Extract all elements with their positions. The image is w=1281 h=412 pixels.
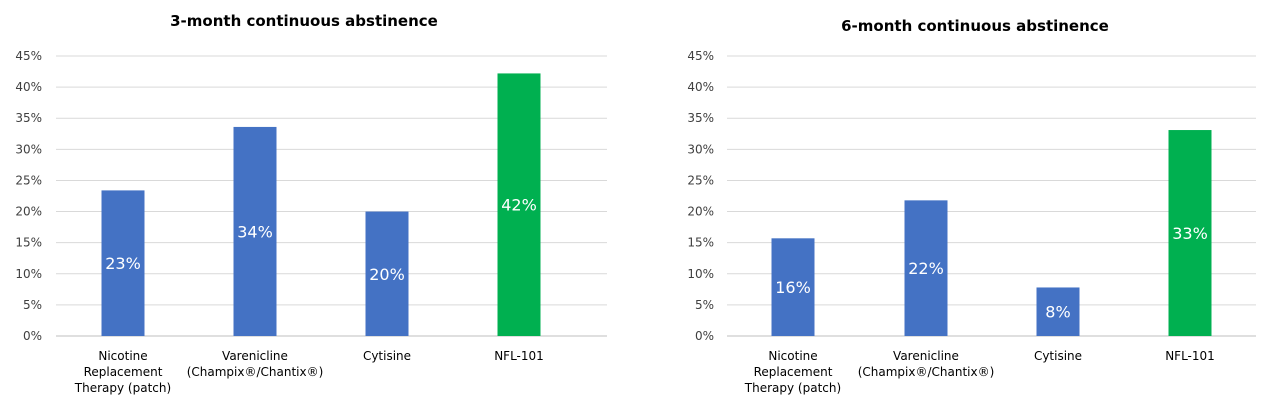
y-tick-label: 30% (15, 142, 42, 156)
x-category-label: Therapy (patch) (74, 381, 171, 395)
x-category-label: Replacement (754, 365, 833, 379)
y-tick-label: 25% (687, 173, 714, 187)
y-tick-label: 5% (695, 298, 714, 312)
bar (904, 200, 948, 336)
chart-6-month: 6-month continuous abstinence 0% 5% 10% 15% 2… (687, 17, 1256, 395)
y-tick-label: 10% (15, 267, 42, 281)
bar (1168, 130, 1212, 336)
data-label: 16% (775, 278, 811, 297)
x-category-label: NFL-101 (494, 349, 544, 363)
x-category-label: Therapy (patch) (744, 381, 841, 395)
y-tick-label: 25% (15, 173, 42, 187)
y-tick-label: 40% (687, 80, 714, 94)
data-label: 8% (1045, 303, 1070, 322)
x-category-label: Replacement (84, 365, 163, 379)
data-label: 33% (1172, 224, 1208, 243)
y-tick-label: 40% (15, 80, 42, 94)
bar (771, 238, 815, 336)
data-label: 34% (237, 222, 273, 241)
x-category-label: Cytisine (363, 349, 411, 363)
data-label: 22% (908, 259, 944, 278)
x-category-label: Varenicline (893, 349, 959, 363)
y-tick-label: 0% (695, 329, 714, 343)
bar (101, 190, 145, 336)
y-tick-label: 0% (23, 329, 42, 343)
chart-title: 6-month continuous abstinence (841, 17, 1109, 35)
x-category-label: Nicotine (768, 349, 817, 363)
x-category-label: (Champix®/Chantix®) (187, 365, 324, 379)
x-category-label: Varenicline (222, 349, 288, 363)
x-category-label: Nicotine (98, 349, 147, 363)
y-tick-label: 20% (687, 205, 714, 219)
bar (1036, 287, 1080, 336)
y-tick-label: 30% (687, 142, 714, 156)
data-label: 23% (105, 254, 141, 273)
x-category-label: NFL-101 (1165, 349, 1215, 363)
bar (365, 211, 409, 336)
chart-3-month: 3-month continuous abstinence 0% 5% 10% 15% 2… (15, 12, 607, 395)
x-category-label: Cytisine (1034, 349, 1082, 363)
bar (233, 126, 277, 336)
bar (497, 73, 541, 336)
y-tick-label: 35% (15, 111, 42, 125)
x-category-label: (Champix®/Chantix®) (858, 365, 995, 379)
y-tick-label: 10% (687, 267, 714, 281)
chart-title: 3-month continuous abstinence (170, 12, 438, 30)
y-tick-label: 35% (687, 111, 714, 125)
y-tick-label: 15% (687, 236, 714, 250)
y-tick-label: 45% (15, 49, 42, 63)
y-tick-label: 15% (15, 236, 42, 250)
y-tick-label: 45% (687, 49, 714, 63)
data-label: 42% (501, 196, 537, 215)
y-tick-label: 5% (23, 298, 42, 312)
y-tick-label: 20% (15, 205, 42, 219)
data-label: 20% (369, 265, 405, 284)
